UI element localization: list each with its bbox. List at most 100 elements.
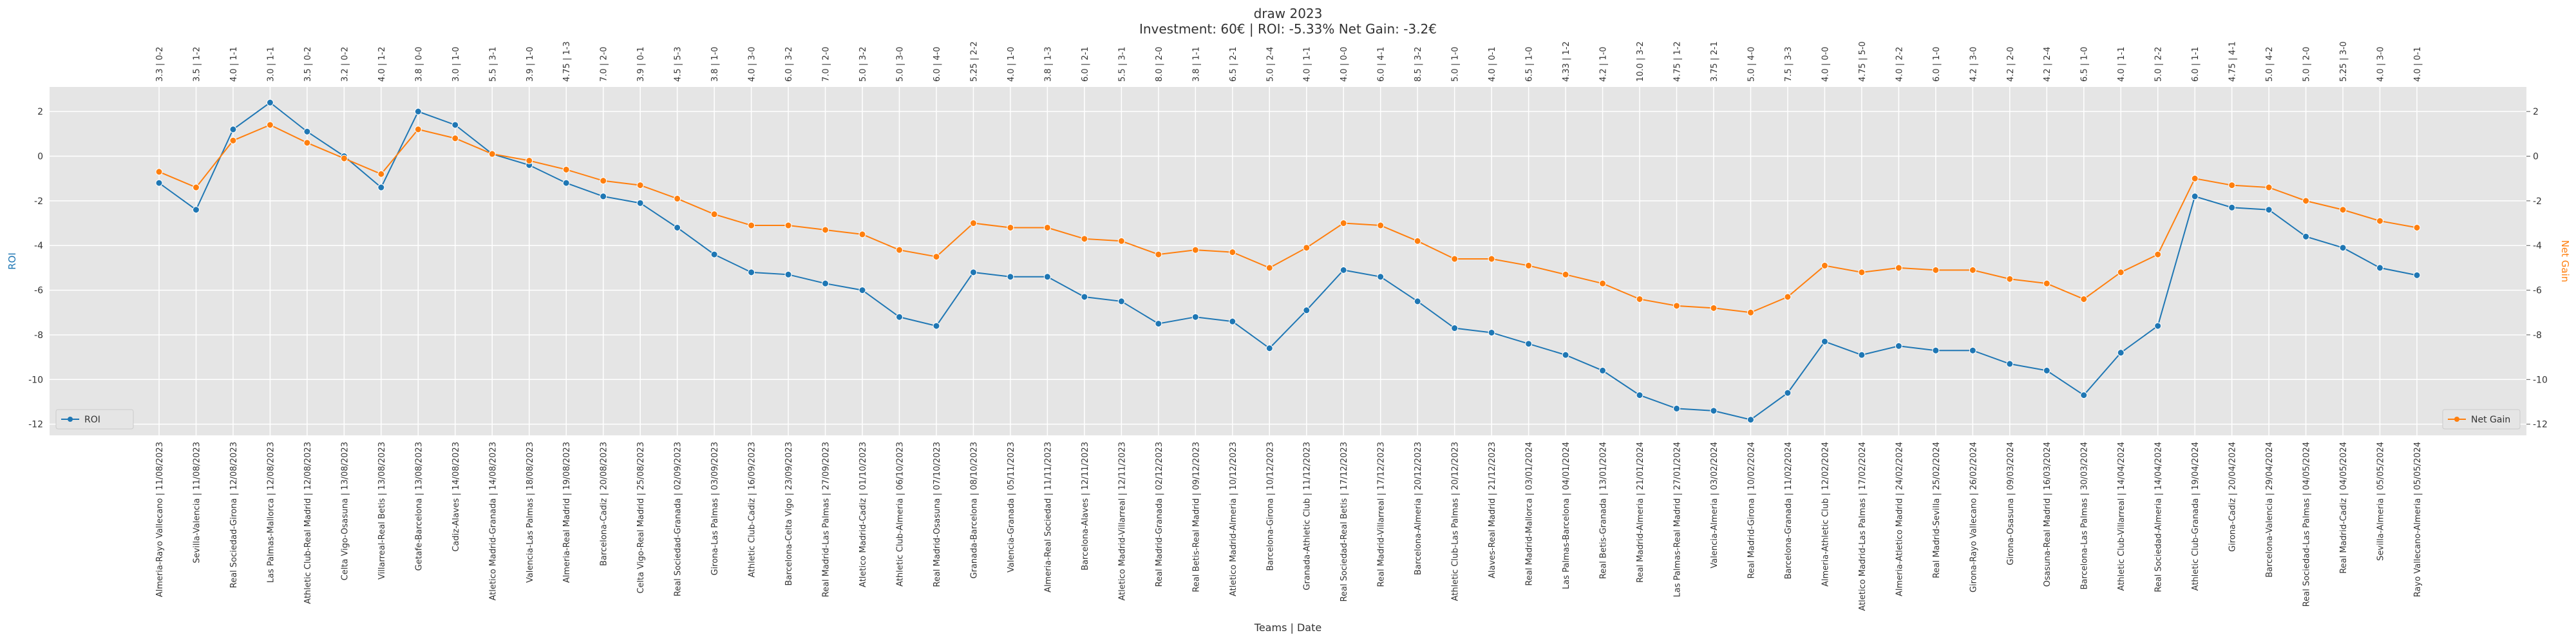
- y-tick-label: -4: [34, 241, 43, 251]
- top-tick-label: 4.0 | 0-1: [2413, 46, 2423, 82]
- marker: [1969, 346, 1976, 354]
- top-tick-label: 5.5 | 3-1: [1117, 46, 1127, 82]
- marker: [2080, 295, 2088, 303]
- top-tick-label: 3.5 | 1-2: [192, 46, 202, 82]
- marker: [1525, 261, 1533, 269]
- x-tick-label: Athletic Club-Villarreal | 14/04/2024: [2117, 442, 2126, 591]
- x-tick-label: Getafe-Barcelona | 13/08/2023: [414, 442, 424, 571]
- marker: [1821, 337, 1828, 345]
- marker: [600, 193, 607, 200]
- marker: [2154, 322, 2162, 330]
- marker: [2339, 244, 2347, 252]
- marker: [1636, 392, 1643, 399]
- top-tick-label: 4.5 | 5-3: [674, 46, 683, 82]
- marker: [2339, 206, 2347, 214]
- marker: [451, 121, 459, 129]
- marker: [933, 322, 940, 330]
- top-tick-label: 4.0 | 1-0: [1007, 46, 1016, 82]
- legend-box: [55, 409, 134, 430]
- marker: [1969, 266, 1976, 274]
- top-tick-label: 5.0 | 2-0: [2302, 46, 2312, 82]
- x-tick-label: Girona-Las Palmas | 03/09/2023: [710, 442, 720, 576]
- top-tick-label: 4.0 | 1-1: [1303, 46, 1312, 82]
- marker: [674, 223, 681, 231]
- x-tick-label: Rayo Vallecano-Almeria | 05/05/2024: [2413, 442, 2423, 597]
- marker: [2006, 275, 2014, 283]
- x-tick-label: Valencia-Las Palmas | 18/08/2023: [526, 442, 535, 583]
- marker: [636, 199, 644, 207]
- top-tick-label: 4.75 | 5-0: [1858, 41, 1868, 82]
- marker: [1747, 308, 1754, 316]
- x-tick-label: Barcelona-Valencia | 29/04/2024: [2265, 442, 2275, 578]
- x-tick-label: Real Sociedad-Girona | 12/08/2023: [229, 442, 239, 588]
- x-tick-label: Atletico Madrid-Granada | 14/08/2023: [488, 442, 498, 601]
- x-tick-label: Real Sociedad-Almeria | 14/04/2024: [2154, 442, 2164, 592]
- x-tick-label: Celta Vigo-Real Madrid | 25/08/2023: [636, 442, 646, 594]
- marker: [2043, 279, 2050, 287]
- x-tick-label: Osasuna-Real Madrid | 16/03/2024: [2043, 442, 2052, 587]
- marker: [2228, 182, 2236, 189]
- marker: [2117, 349, 2125, 357]
- marker: [1599, 279, 1607, 287]
- marker: [2265, 184, 2273, 191]
- marker: [1599, 366, 1607, 374]
- top-tick-label: 3.9 | 1-0: [526, 46, 535, 82]
- marker: [600, 177, 607, 185]
- x-tick-label: Cadiz-Alaves | 14/08/2023: [451, 442, 461, 552]
- marker: [1007, 223, 1014, 231]
- series-line: [158, 102, 2418, 421]
- marker: [2117, 269, 2125, 276]
- marker: [229, 137, 237, 144]
- top-tick-label: 3.75 | 2-1: [1710, 41, 1719, 82]
- x-tick-label: Barcelona-Celta Vigo | 23/09/2023: [784, 442, 794, 585]
- top-tick-label: 6.0 | 4-1: [1377, 46, 1387, 82]
- marker: [1377, 222, 1385, 229]
- marker: [1303, 244, 1311, 252]
- x-tick-label: Alaves-Real Madrid | 21/12/2023: [1488, 442, 1497, 578]
- marker: [1340, 266, 1347, 274]
- top-tick-label: 10.0 | 3-2: [1636, 41, 1645, 82]
- top-tick-label: 4.0 | 0-0: [1340, 46, 1349, 82]
- top-tick-label: 4.75 | 4-1: [2228, 41, 2238, 82]
- top-tick-label: 3.8 | 1-3: [1043, 46, 1053, 82]
- top-tick-label: 4.2 | 1-0: [1599, 46, 1609, 82]
- x-tick-label: Valencia-Almeria | 03/02/2024: [1710, 442, 1719, 569]
- legend-box: [2442, 409, 2521, 430]
- x-tick-label: Real Madrid-Villarreal | 17/12/2023: [1377, 442, 1387, 587]
- x-tick-label: Real Madrid-Las Palmas | 27/09/2023: [822, 442, 831, 597]
- marker: [1414, 237, 1421, 245]
- top-tick-label: 7.5 | 3-3: [1784, 46, 1794, 82]
- marker: [192, 184, 200, 191]
- marker: [1303, 307, 1311, 314]
- x-tick-label: Barcelona-Alaves | 12/11/2023: [1081, 442, 1090, 571]
- top-tick-label: 6.0 | 1-1: [2191, 46, 2201, 82]
- top-tick-label: 3.5 | 0-2: [303, 46, 313, 82]
- top-tick-label: 4.33 | 1-2: [1562, 41, 1571, 82]
- top-tick-label: 4.2 | 2-4: [2043, 46, 2052, 82]
- marker: [2006, 360, 2014, 368]
- marker: [1672, 302, 1680, 310]
- marker: [2413, 271, 2421, 279]
- chart-subtitle: Investment: 60€ | ROI: -5.33% Net Gain: …: [1139, 21, 1437, 37]
- top-tick-label: 6.5 | 1-0: [1525, 46, 1535, 82]
- marker: [1117, 237, 1125, 245]
- top-tick-label: 3.2 | 0-2: [340, 46, 350, 82]
- marker: [1265, 264, 1273, 272]
- marker: [1081, 293, 1088, 301]
- marker: [1636, 295, 1643, 303]
- marker: [1895, 264, 1902, 272]
- marker: [340, 155, 348, 162]
- y2-tick-label: -4: [2533, 241, 2542, 251]
- x-tick-label: Real Sociedad-Granada | 02/09/2023: [674, 442, 683, 596]
- marker: [1191, 246, 1199, 254]
- x-tick-label: Almeria-Rayo Vallecano | 11/08/2023: [155, 442, 165, 597]
- x-tick-label: Real Madrid-Sevilla | 25/02/2024: [1932, 442, 1942, 578]
- x-tick-label: Real Madrid-Girona | 10/02/2024: [1747, 442, 1756, 578]
- top-tick-label: 6.5 | 1-0: [2080, 46, 2090, 82]
- y-tick-label: -2: [34, 196, 43, 207]
- x-tick-label: Real Madrid-Osasuna | 07/10/2023: [933, 442, 942, 587]
- x-tick-label: Granada-Barcelona | 08/10/2023: [969, 442, 979, 578]
- marker: [2265, 206, 2273, 214]
- x-tick-label: Real Sociedad-Las Palmas | 04/05/2024: [2302, 442, 2312, 607]
- y-tick-label: -12: [28, 420, 43, 430]
